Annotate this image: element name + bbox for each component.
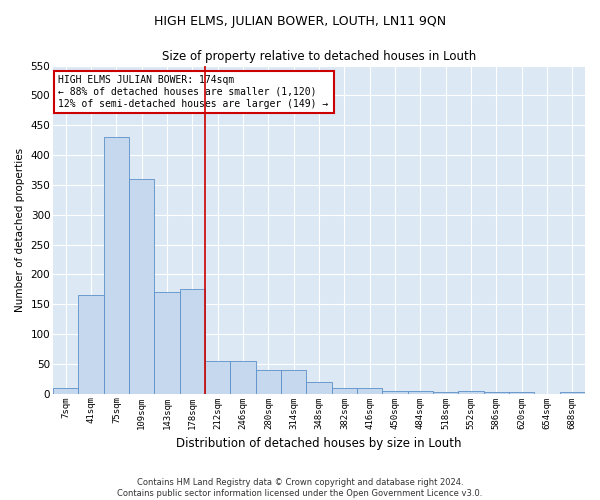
Text: HIGH ELMS, JULIAN BOWER, LOUTH, LN11 9QN: HIGH ELMS, JULIAN BOWER, LOUTH, LN11 9QN (154, 15, 446, 28)
Bar (382, 390, 407, 394)
Bar (433, 392, 458, 394)
Bar (53, 388, 79, 394)
Bar (332, 388, 357, 394)
Bar (458, 390, 484, 394)
Bar (484, 392, 509, 394)
Bar (79, 295, 104, 394)
Bar (357, 388, 382, 394)
Bar (230, 361, 256, 394)
Bar (180, 289, 205, 394)
Bar (509, 392, 535, 394)
Bar (560, 392, 585, 394)
Bar (256, 370, 281, 394)
Bar (129, 179, 154, 394)
Bar (154, 292, 180, 394)
Y-axis label: Number of detached properties: Number of detached properties (15, 148, 25, 312)
Text: HIGH ELMS JULIAN BOWER: 174sqm
← 88% of detached houses are smaller (1,120)
12% : HIGH ELMS JULIAN BOWER: 174sqm ← 88% of … (58, 76, 329, 108)
Bar (104, 137, 129, 394)
Bar (205, 361, 230, 394)
Bar (307, 382, 332, 394)
Bar (281, 370, 307, 394)
Title: Size of property relative to detached houses in Louth: Size of property relative to detached ho… (162, 50, 476, 63)
Text: Contains HM Land Registry data © Crown copyright and database right 2024.
Contai: Contains HM Land Registry data © Crown c… (118, 478, 482, 498)
Bar (407, 390, 433, 394)
X-axis label: Distribution of detached houses by size in Louth: Distribution of detached houses by size … (176, 437, 462, 450)
